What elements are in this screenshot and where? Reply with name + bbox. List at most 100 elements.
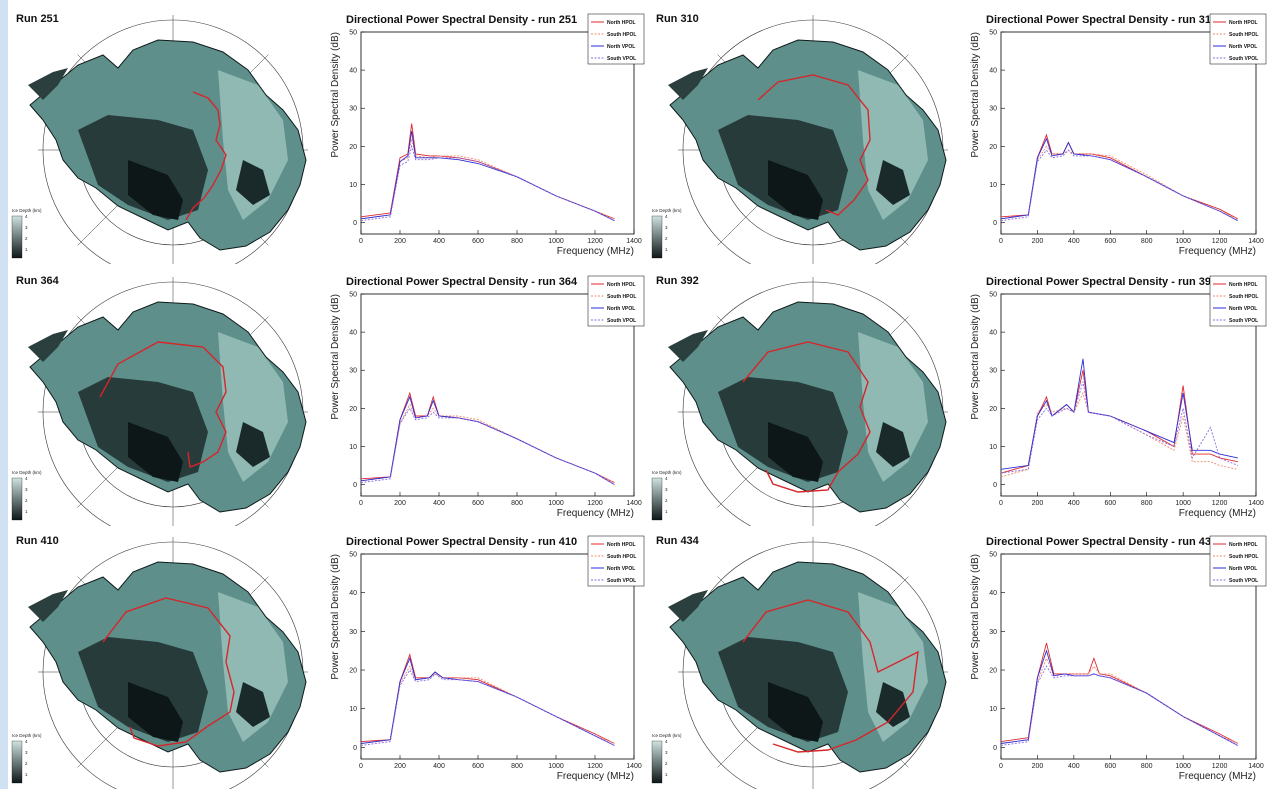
legend-label: North VPOL — [1229, 306, 1257, 312]
psd-chart-run-364: Directional Power Spectral Density - run… — [326, 272, 646, 526]
x-tick-label: 200 — [394, 763, 406, 770]
flight-path — [99, 341, 227, 468]
x-tick-label: 0 — [999, 500, 1003, 507]
flight-path — [102, 597, 235, 747]
run-label: Run 410 — [16, 535, 59, 547]
colorbar-title: Ice Depth (km) — [12, 470, 42, 475]
flight-path — [757, 74, 871, 216]
east-basin-dark — [876, 422, 910, 467]
east-basin-dark — [876, 160, 910, 205]
deep-ice-basin — [128, 422, 183, 482]
y-tick-label: 30 — [349, 629, 357, 636]
legend-label: South HPOL — [1229, 32, 1258, 38]
colorbar-gradient — [11, 215, 23, 259]
chart-title: Directional Power Spectral Density - run… — [346, 14, 577, 26]
x-tick-label: 1400 — [1248, 238, 1264, 245]
ice-depth-colorbar: Ice Depth (km)4 3 2 1 — [651, 208, 682, 259]
colorbar-tick-label: 1 — [665, 247, 668, 252]
east-antarctica-plateau — [858, 592, 928, 742]
y-tick-label: 50 — [349, 552, 357, 559]
x-tick-label: 600 — [472, 238, 484, 245]
psd-chart-run-310: Directional Power Spectral Density - run… — [966, 10, 1268, 264]
x-tick-label: 200 — [1032, 238, 1044, 245]
x-tick-label: 800 — [511, 500, 523, 507]
colorbar-gradient — [11, 477, 23, 521]
x-axis-label: Frequency (MHz) — [557, 246, 634, 257]
y-tick-label: 20 — [989, 144, 997, 151]
chart-legend: North HPOL South HPOL North VPOL South VPOL — [587, 275, 645, 327]
colorbar-tick-label: 3 — [665, 750, 668, 755]
east-antarctica-plateau — [218, 70, 288, 220]
x-tick-label: 400 — [1068, 238, 1080, 245]
legend-label: North VPOL — [1229, 566, 1257, 572]
colorbar-tick-label: 1 — [665, 509, 668, 514]
y-tick-label: 30 — [349, 368, 357, 375]
x-tick-label: 400 — [1068, 500, 1080, 507]
legend-label: North HPOL — [1229, 542, 1258, 548]
east-basin-dark — [236, 160, 270, 205]
chart-title: Directional Power Spectral Density - run… — [986, 276, 1217, 288]
x-tick-label: 200 — [1032, 763, 1044, 770]
x-tick-label: 600 — [1104, 238, 1116, 245]
legend-label: North HPOL — [607, 282, 636, 288]
colorbar-tick-label: 4 — [25, 739, 28, 744]
colorbar-tick-label: 4 — [665, 214, 668, 219]
chart-title: Directional Power Spectral Density - run… — [346, 276, 578, 288]
ice-depth-colorbar: Ice Depth (km)4 3 2 1 — [11, 733, 42, 784]
plot-frame — [360, 553, 635, 760]
east-antarctica-plateau — [218, 332, 288, 482]
y-tick-label: 10 — [349, 706, 357, 713]
colorbar-title: Ice Depth (km) — [652, 208, 682, 213]
flight-path — [742, 341, 871, 493]
y-tick-label: 20 — [989, 406, 997, 413]
map-svg: Run 251 Ice Depth (km)4 3 2 1 — [11, 13, 308, 264]
y-axis-label: Power Spectral Density (dB) — [970, 554, 981, 680]
x-tick-label: 600 — [472, 500, 484, 507]
colorbar-tick-label: 1 — [665, 772, 668, 777]
map-svg: Run 364 Ice Depth (km)4 3 2 1 — [11, 275, 308, 526]
psd-chart-run-410: Directional Power Spectral Density - run… — [326, 532, 646, 789]
legend-label: South HPOL — [607, 294, 636, 300]
colorbar-tick-label: 2 — [25, 498, 28, 503]
x-tick-label: 0 — [359, 763, 363, 770]
y-tick-label: 20 — [349, 406, 357, 413]
y-tick-label: 0 — [993, 745, 997, 752]
x-tick-label: 200 — [394, 238, 406, 245]
map-svg: Run 310 Ice Depth (km)4 3 2 1 — [651, 13, 948, 264]
y-tick-label: 40 — [349, 68, 357, 75]
psd-chart-run-434: Directional Power Spectral Density - run… — [966, 532, 1268, 789]
x-axis-label: Frequency (MHz) — [1179, 771, 1256, 782]
legend-label: North HPOL — [1229, 282, 1258, 288]
y-tick-label: 30 — [349, 106, 357, 113]
y-tick-label: 50 — [349, 30, 357, 37]
plot-frame — [360, 31, 635, 235]
antarctica-landmass — [668, 39, 947, 251]
colorbar-gradient — [651, 477, 663, 521]
y-tick-label: 20 — [349, 144, 357, 151]
colorbar-tick-label: 3 — [25, 750, 28, 755]
run-label: Run 392 — [656, 275, 699, 287]
y-axis-label: Power Spectral Density (dB) — [330, 554, 341, 680]
east-basin-dark — [876, 682, 910, 727]
x-tick-label: 800 — [1141, 763, 1153, 770]
legend-label: South HPOL — [1229, 554, 1258, 560]
flight-path — [185, 91, 227, 221]
x-tick-label: 400 — [433, 238, 445, 245]
map-svg: Run 410 Ice Depth (km)4 3 2 1 — [11, 535, 308, 789]
x-tick-label: 1000 — [1175, 238, 1191, 245]
plot-frame — [1000, 293, 1257, 497]
x-axis-label: Frequency (MHz) — [557, 508, 634, 519]
antarctica-landmass — [28, 301, 307, 513]
chart-svg: Directional Power Spectral Density - run… — [330, 535, 645, 782]
east-basin-dark — [236, 682, 270, 727]
y-tick-label: 20 — [349, 668, 357, 675]
y-axis-label: Power Spectral Density (dB) — [970, 294, 981, 420]
antarctica-landmass — [668, 301, 947, 513]
legend-label: South HPOL — [607, 32, 636, 38]
y-tick-label: 40 — [349, 330, 357, 337]
run-label: Run 434 — [656, 535, 700, 547]
x-tick-label: 1400 — [626, 763, 642, 770]
x-tick-label: 400 — [1068, 763, 1080, 770]
x-tick-label: 800 — [1141, 500, 1153, 507]
chart-legend: North HPOL South HPOL North VPOL South VPOL — [1209, 275, 1267, 327]
